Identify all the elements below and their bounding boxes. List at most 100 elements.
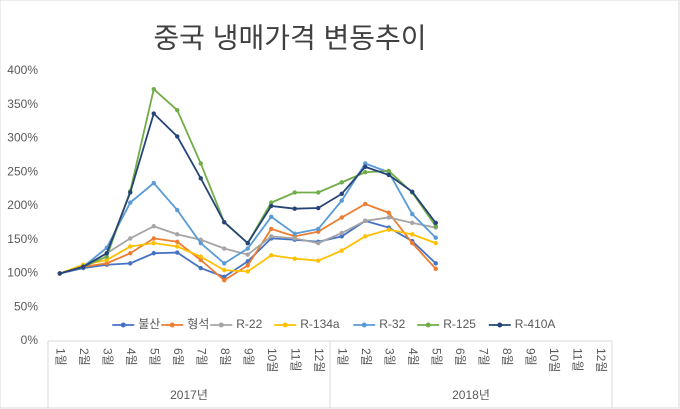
data-point <box>128 236 133 241</box>
legend-marker <box>282 322 288 328</box>
x-tick-label: 2월 <box>359 348 373 366</box>
data-point <box>57 271 62 276</box>
data-point <box>245 246 250 251</box>
data-point <box>245 269 250 274</box>
legend-marker <box>361 322 367 328</box>
x-tick-label: 7월 <box>477 348 491 366</box>
data-point <box>410 211 415 217</box>
y-tick-label: 100% <box>7 266 38 280</box>
data-point <box>198 176 203 181</box>
data-point <box>128 251 133 256</box>
data-point <box>386 168 391 174</box>
x-tick-label: 3월 <box>101 348 115 366</box>
data-point <box>316 258 321 263</box>
data-point <box>151 180 156 186</box>
data-point <box>433 261 438 266</box>
y-tick-label: 200% <box>7 198 38 212</box>
x-group-label: 2018년 <box>452 388 490 402</box>
data-point <box>339 180 344 185</box>
data-point <box>292 206 297 211</box>
data-point <box>363 201 368 207</box>
data-point <box>292 236 297 241</box>
y-tick-label: 350% <box>7 97 38 111</box>
data-point <box>433 240 438 246</box>
x-tick-label: 1월 <box>336 348 350 366</box>
legend-marker <box>497 322 503 328</box>
x-tick-label: 4월 <box>124 348 138 366</box>
data-point <box>222 267 227 273</box>
data-point <box>104 254 109 259</box>
x-tick-label: 2월 <box>77 348 91 366</box>
data-point <box>316 190 321 195</box>
data-point <box>104 261 109 266</box>
data-point <box>175 207 180 213</box>
data-point <box>339 230 344 236</box>
x-tick-label: 9월 <box>524 348 538 366</box>
x-tick-label: 4월 <box>406 348 420 366</box>
data-point <box>433 235 438 240</box>
x-tick-label: 10월 <box>547 348 561 372</box>
y-tick-label: 0% <box>21 333 39 347</box>
data-point <box>269 203 274 209</box>
data-point <box>222 278 227 283</box>
x-tick-label: 11월 <box>289 348 303 372</box>
data-point <box>363 170 368 175</box>
y-tick-label: 150% <box>7 232 38 246</box>
x-tick-label: 12월 <box>594 348 608 372</box>
data-point <box>410 189 415 195</box>
data-point <box>410 240 415 246</box>
legend-label: 형석 <box>187 317 209 331</box>
data-point <box>410 232 415 237</box>
legend-label: R-410A <box>515 317 556 331</box>
data-point <box>81 264 86 269</box>
legend-marker <box>218 322 224 328</box>
data-point <box>104 257 109 263</box>
data-point <box>222 261 227 266</box>
legend-label: 불산 <box>138 317 160 331</box>
data-point <box>198 257 203 263</box>
x-tick-label: 8월 <box>500 348 514 366</box>
y-tick-label: 300% <box>7 131 38 145</box>
data-point <box>175 232 180 237</box>
data-point <box>198 254 203 259</box>
data-point <box>339 215 344 220</box>
data-point <box>433 220 438 226</box>
data-point <box>104 251 109 256</box>
data-point <box>363 218 368 224</box>
data-point <box>128 190 133 195</box>
data-point <box>269 226 274 232</box>
data-point <box>175 134 180 139</box>
x-group-label: 2017년 <box>170 388 208 402</box>
data-point <box>269 200 274 205</box>
data-point <box>339 191 344 197</box>
x-tick-label: 3월 <box>383 348 397 366</box>
x-tick-label: 1월 <box>54 348 68 366</box>
x-tick-label: 5월 <box>430 348 444 366</box>
data-point <box>292 190 297 195</box>
data-point <box>198 161 203 166</box>
data-point <box>175 107 180 113</box>
data-point <box>245 263 250 268</box>
data-point <box>410 220 415 226</box>
data-point <box>386 227 391 232</box>
data-point <box>245 240 250 246</box>
data-point <box>433 266 438 271</box>
data-point <box>316 205 321 211</box>
data-point <box>339 248 344 253</box>
x-tick-label: 9월 <box>242 348 256 366</box>
x-tick-label: 12월 <box>312 348 326 372</box>
y-tick-label: 50% <box>14 299 38 313</box>
y-tick-label: 250% <box>7 164 38 178</box>
data-point <box>151 240 156 246</box>
data-point <box>269 234 274 239</box>
data-point <box>339 234 344 239</box>
data-point <box>269 253 274 258</box>
data-point <box>363 161 368 166</box>
data-point <box>363 164 368 170</box>
x-tick-label: 11월 <box>571 348 585 372</box>
legend-marker <box>169 322 175 328</box>
data-point <box>363 234 368 239</box>
x-tick-label: 6월 <box>453 348 467 366</box>
data-point <box>198 265 203 271</box>
